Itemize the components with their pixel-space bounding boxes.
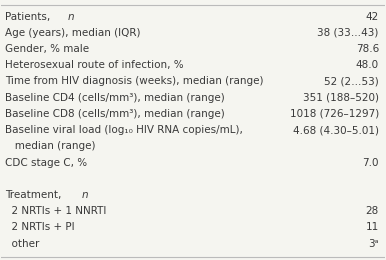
Text: Gender, % male: Gender, % male — [5, 44, 89, 54]
Text: 2 NRTIs + PI: 2 NRTIs + PI — [5, 222, 75, 232]
Text: 351 (188–520): 351 (188–520) — [303, 93, 379, 103]
Text: Heterosexual route of infection, %: Heterosexual route of infection, % — [5, 60, 184, 70]
Text: Age (years), median (IQR): Age (years), median (IQR) — [5, 28, 141, 38]
Text: 7.0: 7.0 — [362, 158, 379, 167]
Text: n: n — [67, 12, 74, 22]
Text: 42: 42 — [366, 12, 379, 22]
Text: 48.0: 48.0 — [356, 60, 379, 70]
Text: Patients,: Patients, — [5, 12, 54, 22]
Text: 52 (2…53): 52 (2…53) — [324, 76, 379, 87]
Text: 28: 28 — [366, 206, 379, 216]
Text: 11: 11 — [366, 222, 379, 232]
Text: CDC stage C, %: CDC stage C, % — [5, 158, 87, 167]
Text: other: other — [5, 238, 40, 249]
Text: median (range): median (range) — [5, 141, 96, 151]
Text: Treatment,: Treatment, — [5, 190, 65, 200]
Text: Baseline viral load (log₁₀ HIV RNA copies/mL),: Baseline viral load (log₁₀ HIV RNA copie… — [5, 125, 243, 135]
Text: Baseline CD8 (cells/mm³), median (range): Baseline CD8 (cells/mm³), median (range) — [5, 109, 225, 119]
Text: 3ᵃ: 3ᵃ — [368, 238, 379, 249]
Text: 1018 (726–1297): 1018 (726–1297) — [290, 109, 379, 119]
Text: Baseline CD4 (cells/mm³), median (range): Baseline CD4 (cells/mm³), median (range) — [5, 93, 225, 103]
Text: 78.6: 78.6 — [356, 44, 379, 54]
Text: Time from HIV diagnosis (weeks), median (range): Time from HIV diagnosis (weeks), median … — [5, 76, 264, 87]
Text: 2 NRTIs + 1 NNRTI: 2 NRTIs + 1 NNRTI — [5, 206, 107, 216]
Text: 4.68 (4.30–5.01): 4.68 (4.30–5.01) — [293, 125, 379, 135]
Text: 38 (33…43): 38 (33…43) — [318, 28, 379, 38]
Text: n: n — [81, 190, 88, 200]
